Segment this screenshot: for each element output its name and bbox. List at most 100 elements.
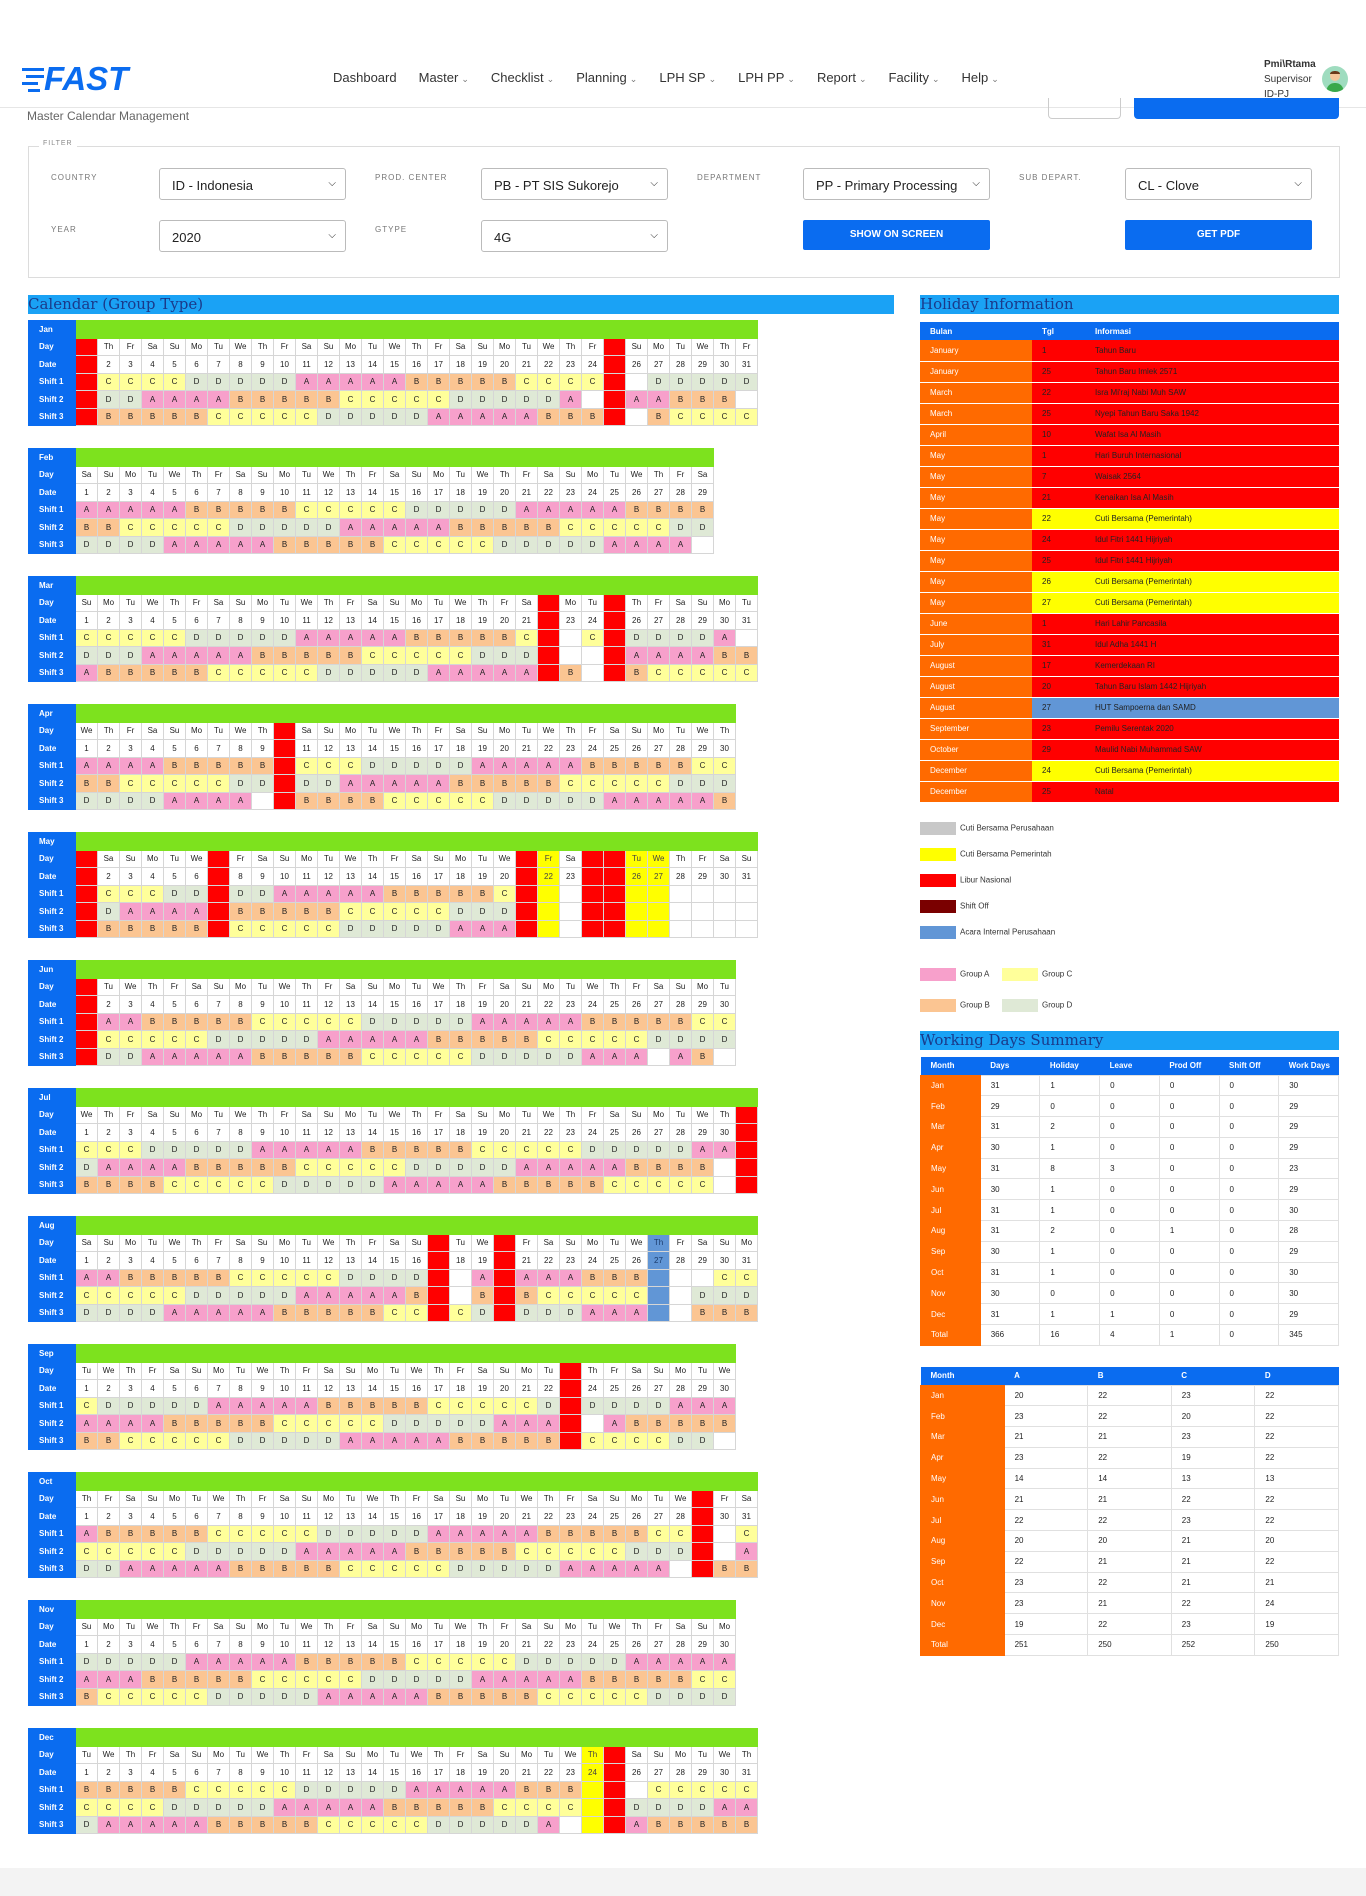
calendar-cell: 16 <box>405 1635 428 1654</box>
month-name: Jan <box>28 320 76 339</box>
calendar-cell: B <box>471 1431 494 1450</box>
calendar-cell <box>75 1012 98 1031</box>
week-cell <box>537 1088 560 1107</box>
user-info[interactable]: Pmi\Rtama Supervisor ID-PJ <box>1264 57 1316 102</box>
nav-item-dashboard[interactable]: Dashboard <box>333 70 397 85</box>
week-cell <box>185 960 208 979</box>
calendar-cell: 7 <box>207 611 230 630</box>
calendar-cell: D <box>669 1798 692 1817</box>
calendar-month-jul: Jul Day We Th Fr Sa Su Mo Tu We Th Fr Sa Su Mo Tu We Th Fr… <box>28 1088 764 1194</box>
calendar-cell: C <box>603 1542 626 1561</box>
row-label: Date <box>28 1379 76 1398</box>
nav-item-checklist[interactable]: Checklist ⌄ <box>491 70 554 85</box>
calendar-cell: 16 <box>405 1123 428 1142</box>
calendar-cell: 21 <box>515 1763 538 1782</box>
week-cell <box>185 1600 208 1619</box>
week-cell <box>163 1216 186 1235</box>
get-pdf-button[interactable]: GET PDF <box>1125 220 1312 250</box>
calendar-cell: A <box>97 1268 120 1287</box>
calendar-cell: D <box>207 1798 230 1817</box>
calendar-cell: B <box>317 646 340 665</box>
calendar-cell: Sa <box>229 465 252 484</box>
calendar-cell: D <box>75 1559 98 1578</box>
calendar-cell: B <box>141 1175 164 1194</box>
toolbar-button-primary-2[interactable] <box>1238 98 1339 119</box>
calendar-cell: 20 <box>493 1763 516 1782</box>
legend-swatch <box>920 999 956 1012</box>
calendar-cell: D <box>97 1047 120 1066</box>
calendar-cell: B <box>97 1431 120 1450</box>
show-on-screen-button[interactable]: SHOW ON SCREEN <box>803 220 990 250</box>
gtype-select[interactable]: 4G ⌵ <box>481 220 668 252</box>
avatar[interactable] <box>1322 66 1348 92</box>
calendar-cell: B <box>383 1396 406 1415</box>
holiday-info: Cuti Bersama (Pemerintah) <box>1085 571 1339 593</box>
nav-item-lph-sp[interactable]: LPH SP ⌄ <box>659 70 716 85</box>
calendar-cell: B <box>471 628 494 647</box>
country-select[interactable]: ID - Indonesia ⌵ <box>159 168 346 200</box>
calendar-cell: 2 <box>97 1507 120 1526</box>
calendar-cell: 30 <box>713 1123 736 1142</box>
calendar-cell: A <box>207 646 230 665</box>
calendar-cell: A <box>669 646 692 665</box>
calendar-cell: B <box>669 390 692 409</box>
group-days-cell: 14 <box>1003 1467 1089 1490</box>
calendar-cell: Su <box>493 1745 516 1764</box>
chevron-down-icon: ⌵ <box>650 230 658 241</box>
calendar-cell: 16 <box>405 1251 428 1270</box>
nav-item-master[interactable]: Master ⌄ <box>419 70 469 85</box>
calendar-cell: Sa <box>383 1233 406 1252</box>
nav-item-lph-pp[interactable]: LPH PP ⌄ <box>738 70 795 85</box>
calendar-cell: 19 <box>471 1763 494 1782</box>
calendar-cell: 31 <box>735 355 758 374</box>
calendar-cell: Sa <box>163 1361 186 1380</box>
calendar-cell: A <box>163 902 186 921</box>
toolbar-button-primary-1[interactable] <box>1134 98 1258 119</box>
sub-depart-select[interactable]: CL - Clove ⌵ <box>1125 168 1312 200</box>
calendar-cell: 11 <box>295 739 318 758</box>
calendar-cell: 28 <box>669 1635 692 1654</box>
week-cell <box>691 320 714 339</box>
calendar-cell: We <box>229 1105 252 1124</box>
calendar-cell: Su <box>537 593 560 612</box>
calendar-cell: A <box>207 1047 230 1066</box>
week-cell <box>207 1344 230 1363</box>
row-label: Date <box>28 867 76 886</box>
calendar-cell: B <box>207 500 230 519</box>
nav-item-report[interactable]: Report ⌄ <box>817 70 867 85</box>
working-days-row: Total 366 16 4 1 0 345 <box>920 1324 1339 1346</box>
week-cell <box>625 1472 648 1491</box>
week-cell <box>427 1088 450 1107</box>
calendar-cell: Tu <box>185 1489 208 1508</box>
toolbar-button-ghost[interactable] <box>1048 98 1121 119</box>
working-days-cell: 28 <box>1278 1220 1339 1242</box>
calendar-cell: 1 <box>75 1507 98 1526</box>
calendar-cell: D <box>691 1687 714 1706</box>
calendar-month-table: Jun Day Mo Tu We Th Fr Sa Su Mo Tu We Th Fr Sa Su Mo Tu We… <box>28 960 736 1066</box>
calendar-cell: 18 <box>449 1763 472 1782</box>
calendar-cell: C <box>97 1798 120 1817</box>
group-days-header: B <box>1087 1367 1172 1385</box>
month-name: Dec <box>28 1728 76 1747</box>
department-select[interactable]: PP - Primary Processing ⌵ <box>803 168 990 200</box>
fast-logo[interactable]: FAST <box>22 60 157 96</box>
calendar-cell: C <box>119 518 142 537</box>
prod-center-select[interactable]: PB - PT SIS Sukorejo ⌵ <box>481 168 668 200</box>
nav-item-facility[interactable]: Facility ⌄ <box>889 70 940 85</box>
calendar-cell: 13 <box>339 611 362 630</box>
calendar-cell: D <box>537 390 560 409</box>
calendar-cell: C <box>141 774 164 793</box>
calendar-cell: D <box>449 1012 472 1031</box>
week-cell <box>339 1600 362 1619</box>
nav-item-help[interactable]: Help ⌄ <box>962 70 999 85</box>
year-select[interactable]: 2020 ⌵ <box>159 220 346 252</box>
group-days-cell: 22 <box>1087 1405 1172 1428</box>
calendar-cell: 1 <box>75 483 98 502</box>
calendar-cell: Tu <box>603 1233 626 1252</box>
nav-item-planning[interactable]: Planning ⌄ <box>576 70 637 85</box>
row-label: Date <box>28 611 76 630</box>
calendar-cell: Fr <box>119 337 142 356</box>
week-cell <box>493 320 516 339</box>
